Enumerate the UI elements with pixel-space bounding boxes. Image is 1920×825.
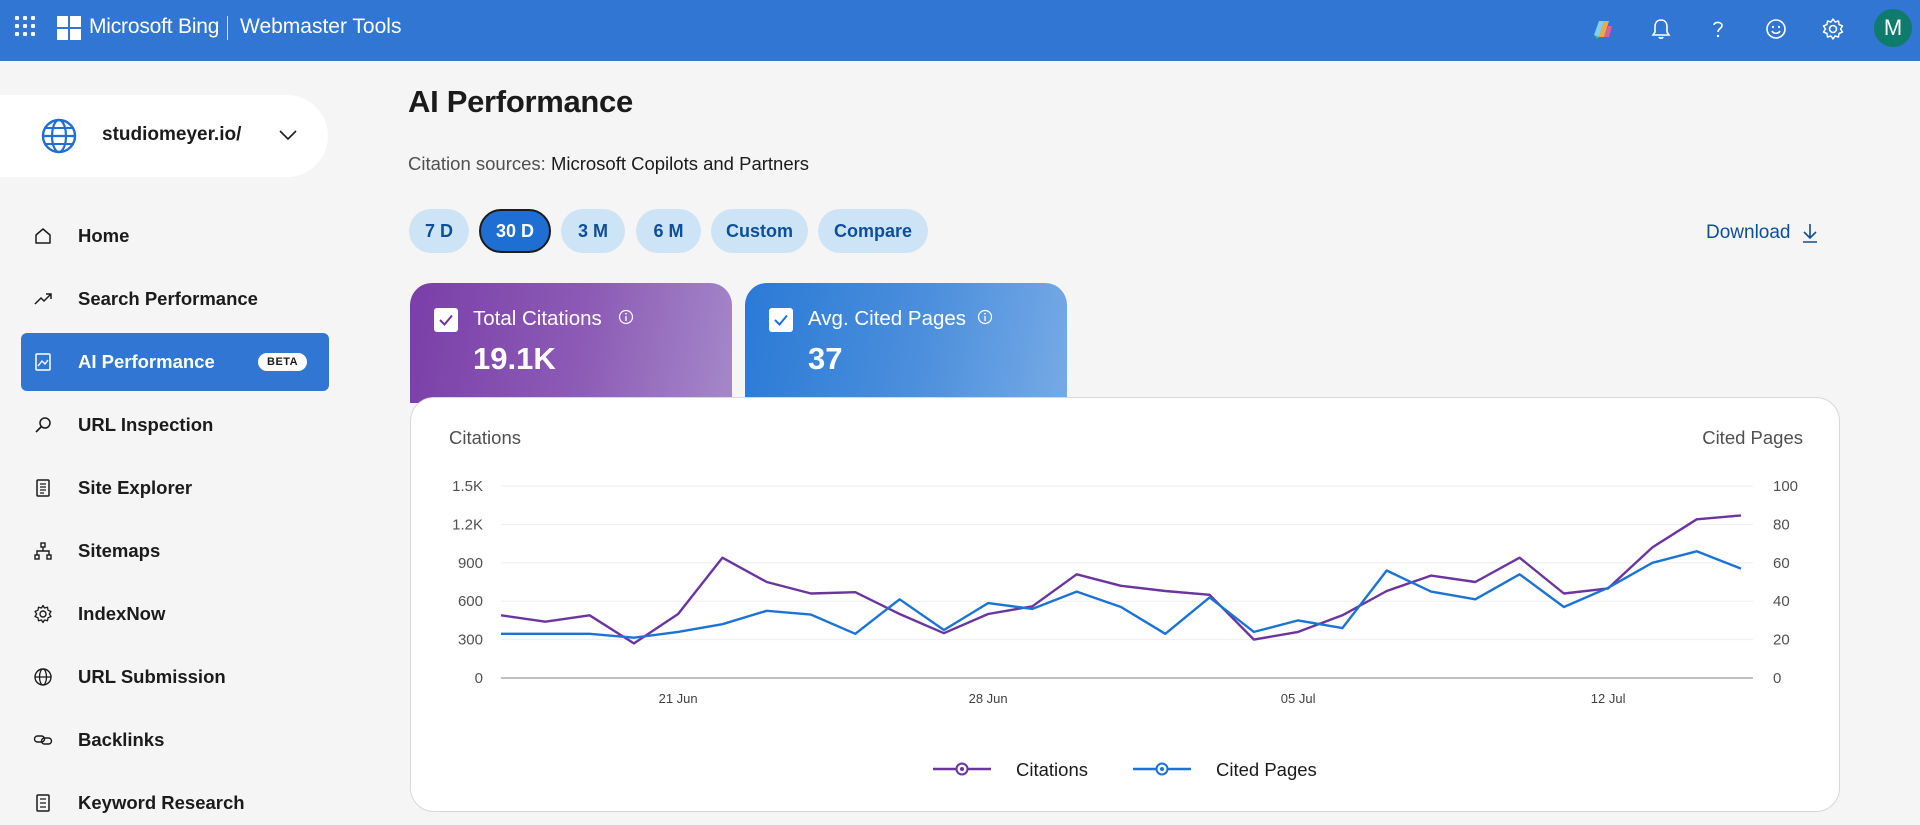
bell-icon[interactable] xyxy=(1647,15,1675,43)
y-left-tick-label: 1.2K xyxy=(452,516,483,533)
brand-name[interactable]: Microsoft Bing xyxy=(89,15,220,38)
site-name: studiomeyer.io/ xyxy=(102,124,242,145)
download-button[interactable]: Download xyxy=(1706,222,1819,244)
y-left-axis-label: Citations xyxy=(449,427,521,448)
sidebar-item-label: Site Explorer xyxy=(78,477,193,498)
legend-marker-dot xyxy=(1160,767,1164,771)
sidebar-item-label: Backlinks xyxy=(78,729,165,750)
y-left-tick-label: 0 xyxy=(475,670,483,687)
link-icon xyxy=(33,735,53,745)
line-chart: Citations Cited Pages 0 0 300 20 600 40 900 60 1… xyxy=(449,427,1803,780)
gear-outline-icon xyxy=(34,604,52,624)
y-right-axis-label: Cited Pages xyxy=(1702,427,1803,448)
page-title: AI Performance xyxy=(408,84,633,119)
sidebar-item-site-explorer[interactable]: Site Explorer xyxy=(21,459,329,517)
sidebar-item-label: URL Inspection xyxy=(78,414,214,435)
y-right-tick-label: 20 xyxy=(1773,632,1790,649)
gear-icon[interactable] xyxy=(1819,15,1847,43)
legend-label: Cited Pages xyxy=(1216,759,1317,780)
chart-image-icon xyxy=(35,353,51,371)
home-icon xyxy=(35,228,51,244)
y-left-tick-label: 1.5K xyxy=(452,478,483,495)
legend-marker-dot xyxy=(960,767,964,771)
sidebar-item-backlinks[interactable]: Backlinks xyxy=(21,711,329,769)
citation-sources-label: Citation sources: xyxy=(408,153,546,174)
download-icon xyxy=(1802,224,1817,243)
y-left-tick-label: 300 xyxy=(458,632,483,649)
metric-card-avg-cited-pages[interactable]: Avg. Cited Pages 37 xyxy=(745,283,1067,403)
y-right-tick-label: 100 xyxy=(1773,478,1798,495)
sidebar-item-search-performance[interactable]: Search Performance xyxy=(21,270,329,328)
metric-card-total-citations[interactable]: Total Citations 19.1K xyxy=(410,283,732,403)
sidebar-item-keyword-research[interactable]: Keyword Research xyxy=(21,774,329,825)
citation-sources: Citation sources: Microsoft Copilots and… xyxy=(408,153,809,175)
sidebar-item-label: Home xyxy=(78,225,130,246)
feedback-smiley-icon[interactable] xyxy=(1762,15,1790,43)
sidebar-item-url-submission[interactable]: URL Submission xyxy=(21,648,329,706)
legend-label: Citations xyxy=(1016,759,1088,780)
metric-label: Total Citations xyxy=(473,307,602,330)
range-30d-button[interactable]: 30 D xyxy=(479,209,551,253)
app-launcher-icon[interactable] xyxy=(15,16,35,36)
x-tick-label: 12 Jul xyxy=(1591,691,1626,706)
y-left-tick-label: 900 xyxy=(458,555,483,572)
sidebar-item-sitemaps[interactable]: Sitemaps xyxy=(21,522,329,580)
series-line-cited-pages xyxy=(501,550,1742,639)
product-name[interactable]: Webmaster Tools xyxy=(240,15,402,38)
help-icon[interactable] xyxy=(1704,15,1732,43)
microsoft-logo-icon xyxy=(57,16,81,40)
x-tick-label: 05 Jul xyxy=(1281,691,1316,706)
y-right-tick-label: 0 xyxy=(1773,670,1781,687)
info-icon[interactable] xyxy=(977,309,993,325)
range-custom-button[interactable]: Custom xyxy=(711,209,808,253)
y-left-tick-label: 600 xyxy=(458,593,483,610)
brand-divider xyxy=(227,16,228,40)
beta-badge: BETA xyxy=(258,353,308,371)
metric-value: 19.1K xyxy=(473,341,556,376)
sidebar-item-label: IndexNow xyxy=(78,603,166,624)
range-6m-button[interactable]: 6 M xyxy=(636,209,701,253)
document-list-icon xyxy=(36,479,50,497)
checkbox-checked-icon[interactable] xyxy=(769,308,793,332)
globe-icon xyxy=(41,118,77,154)
sidebar-item-ai-performance[interactable]: AI Performance BETA xyxy=(21,333,329,391)
avatar[interactable]: M xyxy=(1872,7,1914,49)
x-tick-label: 28 Jun xyxy=(969,691,1008,706)
sidebar-item-indexnow[interactable]: IndexNow xyxy=(21,585,329,643)
y-right-tick-label: 40 xyxy=(1773,593,1790,610)
metric-label: Avg. Cited Pages xyxy=(808,307,967,330)
trend-icon xyxy=(34,293,52,305)
sidebar-item-url-inspection[interactable]: URL Inspection xyxy=(21,396,329,454)
chart-card: Citations Cited Pages 0 0 300 20 600 40 900 60 1… xyxy=(410,397,1840,812)
sidebar-item-label: URL Submission xyxy=(78,666,226,687)
info-icon[interactable] xyxy=(618,309,634,325)
sidebar-nav: Home Search Performance AI Performance B… xyxy=(21,207,329,825)
range-7d-button[interactable]: 7 D xyxy=(409,209,469,253)
sidebar-item-home[interactable]: Home xyxy=(21,207,329,265)
top-bar: Microsoft Bing Webmaster Tools M xyxy=(0,0,1920,61)
range-compare-button[interactable]: Compare xyxy=(818,209,928,253)
x-tick-label: 21 Jun xyxy=(659,691,698,706)
chevron-down-icon[interactable] xyxy=(278,125,298,145)
sidebar-item-label: Keyword Research xyxy=(78,792,245,813)
range-3m-button[interactable]: 3 M xyxy=(561,209,625,253)
checkbox-checked-icon[interactable] xyxy=(434,308,458,332)
copilot-icon[interactable] xyxy=(1588,15,1616,43)
sitemap-icon xyxy=(34,542,52,560)
citation-sources-value: Microsoft Copilots and Partners xyxy=(550,153,810,174)
y-right-tick-label: 60 xyxy=(1773,555,1790,572)
magnifier-icon xyxy=(35,417,51,433)
document-icon xyxy=(36,794,50,812)
sidebar-item-label: Search Performance xyxy=(78,288,258,309)
sidebar-item-label: Sitemaps xyxy=(78,540,161,561)
y-right-tick-label: 80 xyxy=(1773,516,1790,533)
series-line-citations xyxy=(500,514,1742,645)
metric-value: 37 xyxy=(808,341,843,376)
site-picker[interactable]: studiomeyer.io/ xyxy=(0,95,328,177)
sidebar-item-label: AI Performance xyxy=(78,351,215,372)
download-label: Download xyxy=(1706,222,1791,243)
globe-icon xyxy=(34,668,52,686)
